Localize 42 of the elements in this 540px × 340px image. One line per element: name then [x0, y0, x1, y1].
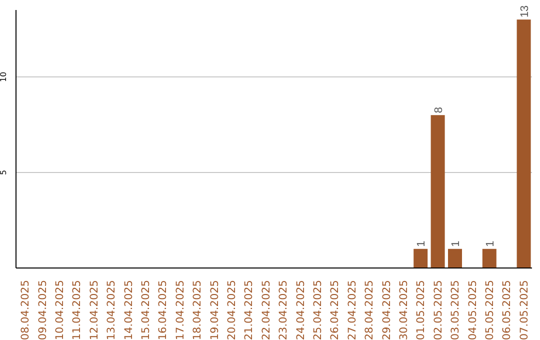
data-label: 1	[450, 240, 462, 247]
x-tick-label: 11.04.2025	[71, 280, 84, 340]
bar	[448, 248, 462, 268]
x-tick-label: 26.04.2025	[329, 280, 342, 340]
x-tick-label: 17.04.2025	[174, 280, 186, 340]
x-tick-label: 06.05.2025	[501, 280, 514, 340]
x-tick-label: 16.04.2025	[157, 280, 170, 340]
x-tick-label: 08.04.2025	[20, 280, 32, 340]
x-tick-label: 21.04.2025	[243, 280, 256, 340]
y-tick-label: 5	[0, 170, 8, 175]
data-label: 13	[518, 5, 531, 18]
x-tick-label: 01.05.2025	[415, 280, 428, 340]
bar	[482, 248, 496, 268]
x-tick-label: 20.04.2025	[226, 280, 238, 340]
x-tick-label: 02.05.2025	[432, 280, 444, 340]
x-tick-label: 09.04.2025	[36, 280, 49, 340]
x-tick-label: 24.04.2025	[294, 280, 307, 340]
y-tick-label: 10	[0, 72, 8, 82]
data-label: 8	[432, 106, 445, 114]
x-tick-label: 28.04.2025	[364, 280, 376, 340]
x-tick-label: 12.04.2025	[88, 280, 100, 340]
x-tick-label: 23.04.2025	[278, 280, 290, 340]
bar	[414, 248, 428, 268]
x-tick-label: 04.05.2025	[466, 280, 479, 340]
x-tick-label: 19.04.2025	[208, 280, 221, 340]
x-tick-label: 15.04.2025	[140, 280, 152, 340]
data-label: 1	[416, 240, 428, 247]
bar	[516, 20, 531, 268]
x-tick-label: 25.04.2025	[312, 280, 324, 340]
x-tick-label: 07.05.2025	[518, 280, 530, 340]
x-tick-label: 18.04.2025	[192, 280, 204, 340]
x-tick-label: 10.04.2025	[54, 280, 66, 340]
x-tick-label: 13.04.2025	[106, 280, 118, 340]
x-tick-label: 22.04.2025	[260, 280, 272, 340]
x-tick-label: 27.04.2025	[346, 280, 358, 340]
x-tick-label: 05.05.2025	[484, 280, 496, 340]
bar	[430, 115, 445, 268]
data-label: 1	[484, 240, 496, 247]
x-tick-label: 30.04.2025	[398, 280, 410, 340]
x-tick-label: 03.05.2025	[450, 280, 462, 340]
x-tick-label: 14.04.2025	[122, 280, 135, 340]
x-tick-label: 29.04.2025	[380, 280, 393, 340]
